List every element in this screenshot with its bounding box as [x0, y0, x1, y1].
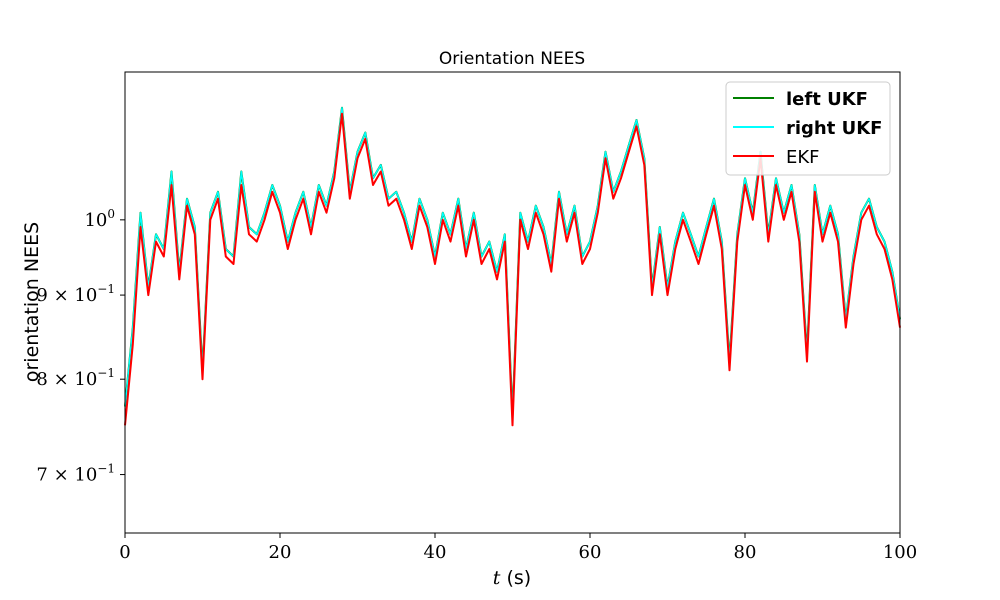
x-axis-label-variable: t [493, 567, 501, 589]
y-axis-label: orientation NEES [21, 222, 43, 382]
x-tick-label: 80 [734, 542, 757, 563]
series-line-ekf [124, 112, 901, 427]
chart-title: Orientation NEES [439, 49, 585, 69]
y-tick-label: 7 × 10−1 [36, 462, 115, 486]
plot-frame [124, 71, 901, 534]
legend-label-0: left UKF [786, 89, 868, 110]
y-tick-label: 9 × 10−1 [36, 282, 115, 306]
x-axis-label-unit: (s) [500, 567, 531, 589]
y-tick-label: 8 × 10−1 [36, 366, 115, 390]
series-layer [124, 106, 901, 427]
legend: left UKF right UKF EKF [725, 81, 891, 176]
x-axis: 0 20 40 60 80 100 [119, 533, 917, 563]
x-tick-label: 20 [269, 542, 292, 563]
x-tick-label: 0 [119, 542, 130, 563]
x-tick-label: 40 [424, 542, 447, 563]
y-axis: 100 9 × 10−1 8 × 10−1 7 × 10−1 [36, 207, 125, 486]
legend-label-1: right UKF [786, 118, 882, 139]
x-tick-label: 60 [579, 542, 602, 563]
x-tick-label: 100 [883, 542, 917, 563]
legend-box [725, 81, 891, 176]
y-tick-label: 100 [84, 207, 115, 231]
legend-label-2: EKF [786, 147, 820, 168]
x-axis-label: t (s) [493, 567, 531, 589]
